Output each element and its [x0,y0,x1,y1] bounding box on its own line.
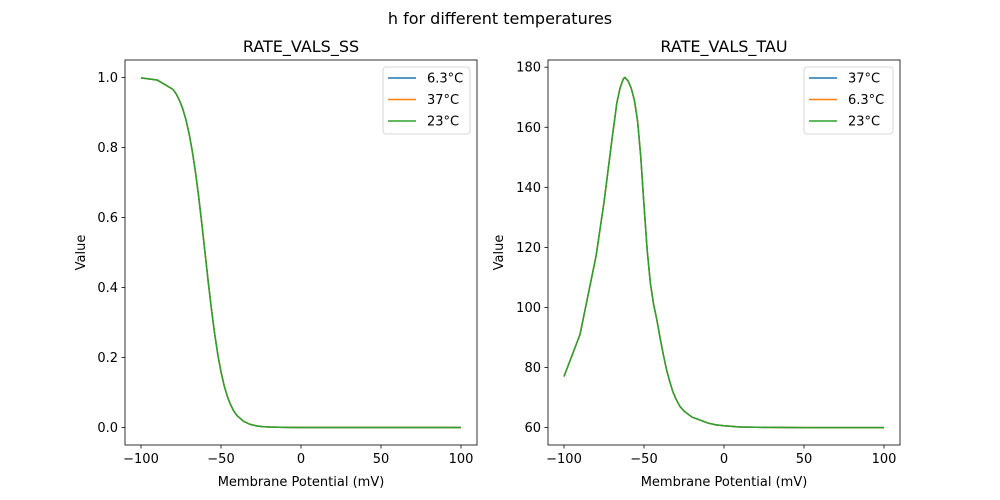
chart-2: RATE_VALS_TAU −100 −50 0 50 100 60 80 100 120 140 1… [492,37,901,490]
x-tick-label: 100 [449,452,474,467]
x-tick-label: −100 [123,452,159,467]
legend-box [803,66,894,135]
x-tick-label: 50 [796,452,813,467]
y-tick-label: 0.6 [97,211,118,226]
legend-label: 6.3°C [848,93,884,108]
y-tick-label: 100 [516,301,541,316]
x-tick-label: 100 [872,452,897,467]
y-axis-label: Value [492,235,507,271]
chart-1: RATE_VALS_SS −100 −50 0 50 100 0.0 0.2 0.4 0.6 0.8… [74,37,478,490]
x-tick-label: 0 [297,452,305,467]
legend-label: 37°C [848,72,880,87]
x-tick-label: −100 [546,452,582,467]
x-tick-label: 50 [373,452,390,467]
x-tick-label: 0 [720,452,728,467]
y-tick-label: 0.0 [97,421,118,436]
chart-title: RATE_VALS_TAU [660,37,787,57]
legend-label: 23°C [427,115,459,130]
y-axis-label: Value [74,235,89,271]
legend-label: 6.3°C [427,72,463,87]
legend-label: 37°C [427,93,459,108]
y-tick-label: 180 [516,61,541,76]
chart-title: RATE_VALS_SS [243,37,359,57]
y-tick-label: 140 [516,181,541,196]
y-tick-label: 160 [516,121,541,136]
x-axis-label: Membrane Potential (mV) [218,475,385,490]
figure-title: h for different temperatures [388,9,612,28]
series-line-23°C [563,76,884,429]
y-tick-label: 1.0 [97,71,118,86]
legend: 6.3°C 37°C 23°C [382,66,471,135]
x-axis-label: Membrane Potential (mV) [641,475,808,490]
legend-label: 23°C [848,115,880,130]
x-tick-label: −50 [630,452,657,467]
y-tick-label: 0.4 [97,281,118,296]
y-tick-label: 120 [516,241,541,256]
y-tick-label: 0.2 [97,351,118,366]
series-line-23°C [140,77,461,429]
legend: 37°C 6.3°C 23°C [803,66,894,135]
y-tick-label: 0.8 [97,141,118,156]
y-tick-label: 60 [524,421,541,436]
y-tick-label: 80 [524,361,541,376]
legend-box [382,66,471,135]
x-tick-label: −50 [207,452,234,467]
